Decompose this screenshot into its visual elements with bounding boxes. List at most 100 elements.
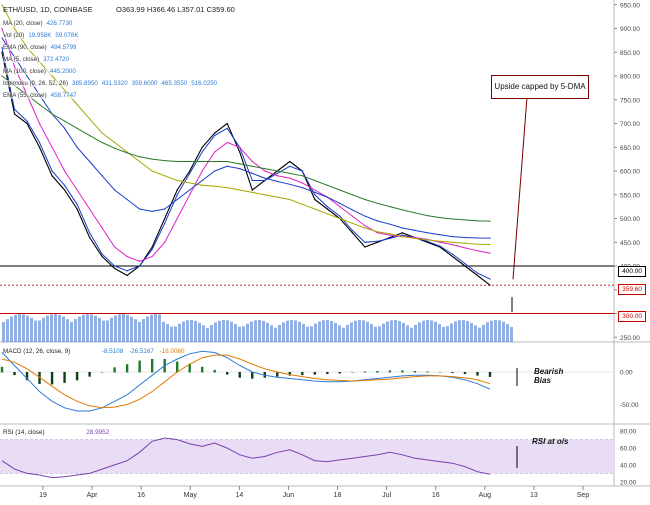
series-point-5-10 (126, 152, 128, 154)
macd-annotation: Bearish Bias (534, 367, 564, 385)
volume-bar-46 (186, 320, 189, 342)
indicator-label: Ichimoku (9, 26, 52, 26) (3, 80, 69, 87)
series-point-0-36 (451, 255, 454, 258)
y-tick-label-9: 700.00 (620, 121, 640, 128)
volume-bar-66 (266, 322, 269, 342)
series-point-3-4 (51, 75, 53, 77)
indicator-row-0: MA (20, close) 426.7730 (3, 20, 73, 27)
rsi-y-tick-1: 40.00 (620, 462, 637, 469)
volume-bar-30 (122, 314, 125, 342)
macd-y-tick-1: 0.00 (620, 370, 633, 377)
series-point-3-18 (226, 187, 228, 189)
volume-bar-34 (138, 321, 141, 342)
volume-bar-43 (174, 326, 177, 342)
series-point-2-7 (88, 208, 91, 210)
macd-hist-27 (338, 372, 342, 374)
indicator-value: 426.7730 (46, 20, 73, 27)
volume-bar-57 (230, 321, 233, 342)
series-point-4-0 (1, 37, 3, 39)
series-point-1-39 (489, 278, 491, 280)
series-point-3-27 (339, 217, 341, 220)
volume-bar-84 (338, 325, 341, 342)
volume-bar-15 (62, 316, 65, 342)
series-point-3-39 (489, 243, 491, 246)
macd-hist-37 (463, 372, 467, 375)
y-tick-label-11: 800.00 (620, 74, 640, 81)
series-point-0-19 (239, 151, 241, 153)
series-point-4-23 (289, 183, 291, 185)
volume-bar-96 (386, 321, 389, 342)
series-point-4-29 (364, 215, 366, 217)
volume-bar-20 (82, 314, 85, 342)
volume-bar-75 (302, 323, 305, 342)
macd-hist-19 (238, 372, 241, 378)
macd-hist-24 (301, 372, 304, 376)
volume-bar-118 (474, 325, 477, 342)
volume-bar-110 (442, 326, 445, 342)
volume-bar-50 (202, 325, 205, 342)
series-point-3-32 (401, 235, 404, 238)
macd-hist-10 (125, 364, 129, 373)
indicator-value: 359.6000 (131, 80, 158, 87)
volume-bar-21 (86, 314, 89, 342)
volume-bar-86 (346, 324, 349, 342)
volume-bar-37 (150, 314, 153, 342)
series-point-4-28 (351, 209, 353, 211)
volume-bar-13 (54, 314, 57, 342)
series-point-5-16 (201, 160, 203, 163)
volume-bar-38 (154, 314, 157, 342)
indicator-label: MA (20, close) (3, 20, 43, 27)
volume-bar-67 (270, 325, 273, 342)
volume-bar-61 (246, 323, 249, 342)
volume-bar-45 (182, 321, 185, 342)
x-tick-label-1: Apr (87, 492, 99, 499)
series-point-5-38 (476, 220, 479, 222)
callout-arrow (512, 96, 528, 280)
series-point-4-35 (439, 234, 441, 236)
series-point-4-6 (76, 146, 78, 148)
series-point-5-37 (464, 219, 466, 221)
series-point-5-19 (239, 163, 241, 165)
indicator-value: 465.3550 (161, 80, 188, 87)
volume-bar-52 (210, 324, 213, 342)
series-point-2-21 (264, 170, 266, 172)
volume-bar-87 (350, 322, 353, 342)
macd-hist-26 (326, 372, 329, 375)
series-point-2-0 (1, 27, 3, 30)
series-point-1-9 (114, 265, 116, 267)
rsi-label: RSI (14, close) 28.9952 (3, 429, 110, 436)
series-point-3-0 (1, 4, 3, 6)
series-point-2-24 (301, 182, 303, 184)
macd-hist-9 (113, 367, 116, 373)
macd-hist-25 (313, 372, 317, 375)
volume-bar-1 (6, 319, 9, 342)
series-point-3-1 (13, 27, 16, 30)
volume-bar-71 (286, 320, 289, 342)
volume-bar-104 (418, 322, 421, 342)
volume-bar-18 (74, 319, 77, 342)
y-tick-label-13: 900.00 (620, 26, 640, 33)
volume-bar-6 (26, 315, 29, 342)
volume-bar-81 (326, 320, 329, 342)
series-point-1-11 (139, 265, 141, 267)
series-point-4-39 (489, 237, 491, 239)
macd-hist-3 (38, 372, 41, 384)
series-point-5-3 (38, 103, 41, 106)
macd-hist-2 (25, 372, 29, 381)
series-point-3-21 (264, 194, 266, 196)
series-point-0-0 (1, 51, 3, 53)
x-tick-label-11: Sep (577, 492, 590, 499)
series-point-0-12 (151, 246, 153, 248)
volume-bar-51 (206, 327, 209, 342)
volume-bar-14 (58, 314, 61, 342)
y-tick-label-4: 450.00 (620, 240, 640, 247)
volume-bar-22 (90, 314, 93, 342)
macd-hist-1 (13, 372, 16, 376)
series-point-0-28 (351, 232, 353, 234)
series-point-1-30 (376, 240, 378, 242)
series-point-4-27 (339, 202, 341, 204)
volume-bar-107 (430, 320, 433, 342)
series-point-5-26 (326, 184, 328, 186)
series-line-3 (1, 4, 491, 245)
series-point-2-1 (13, 65, 16, 68)
